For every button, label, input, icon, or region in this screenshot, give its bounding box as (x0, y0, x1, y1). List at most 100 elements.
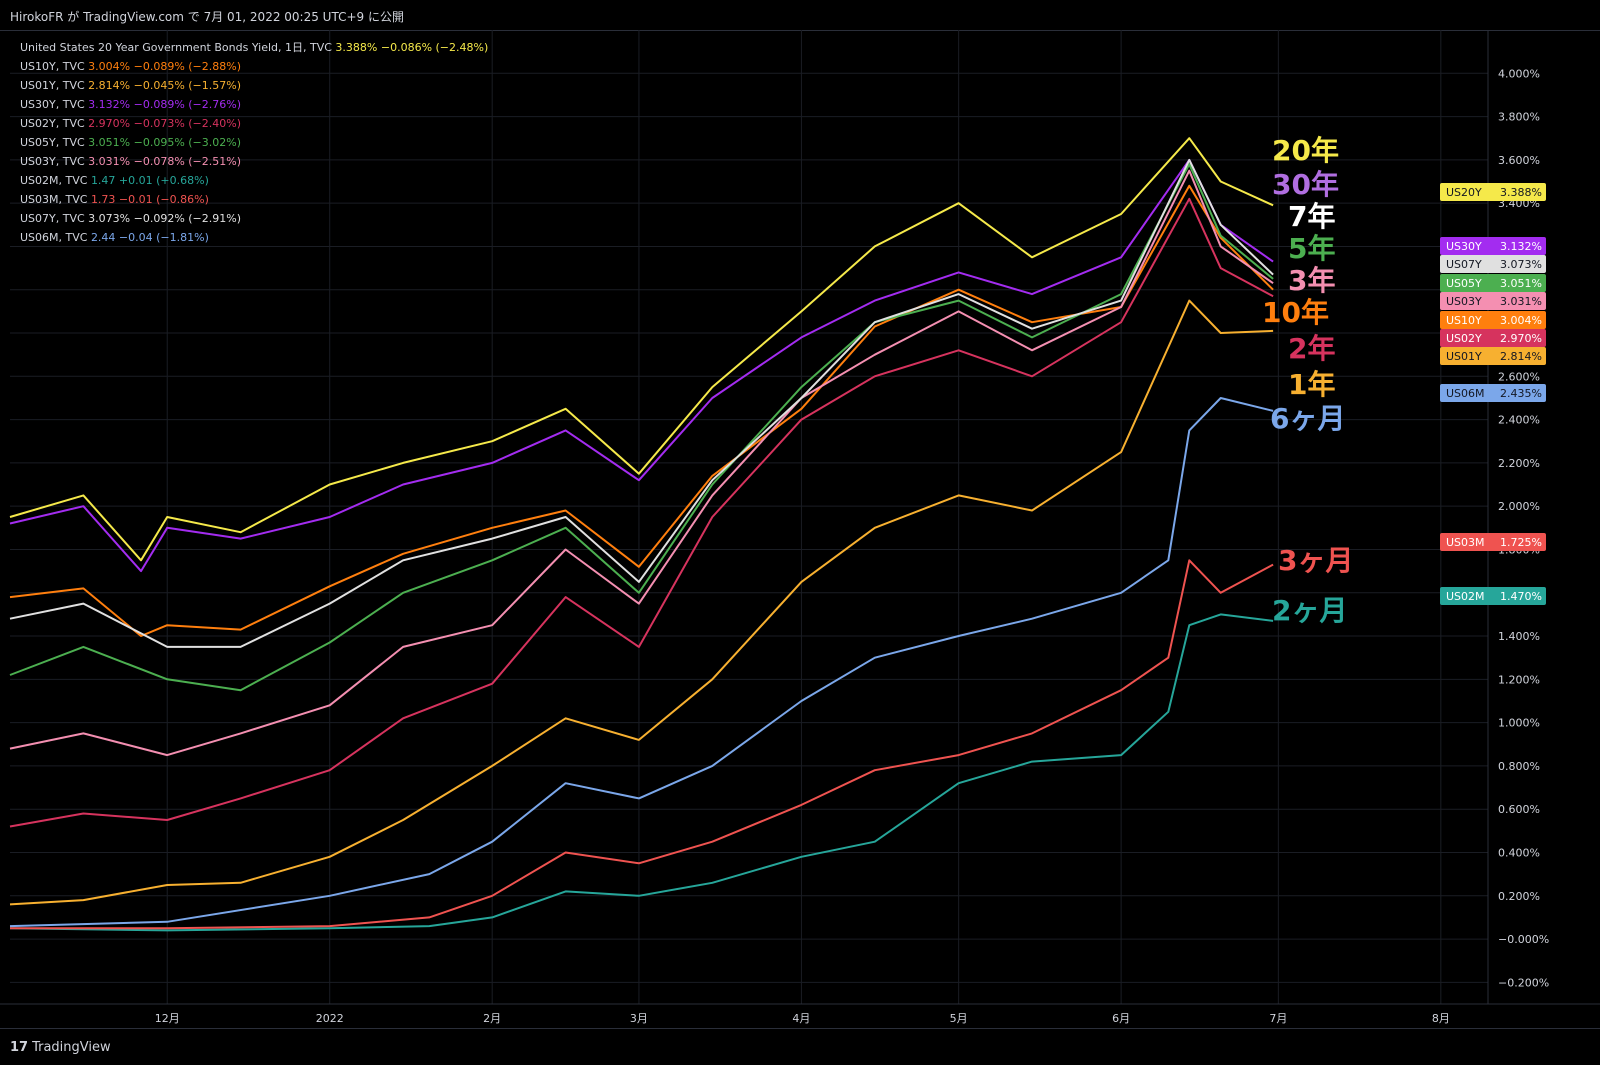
price-tag-symbol: US06M (1446, 387, 1485, 400)
annotation-us20y: 20年 (1272, 134, 1339, 167)
x-tick-label: 2022 (316, 1012, 344, 1025)
annotation-us02m: 2ヶ月 (1272, 594, 1347, 627)
series-line-us06m (9, 397, 1274, 928)
legend-row-us02y[interactable]: US02Y, TVC 2.970% −0.073% (−2.40%) (20, 114, 488, 133)
legend-row-us10y[interactable]: US10Y, TVC 3.004% −0.089% (−2.88%) (20, 57, 488, 76)
price-tag-value: 2.814% (1500, 350, 1542, 363)
legend-row-us03y[interactable]: US03Y, TVC 3.031% −0.078% (−2.51%) (20, 152, 488, 171)
x-tick-label: 5月 (950, 1012, 968, 1025)
series-line-us01y (9, 299, 1274, 906)
tradingview-logo[interactable]: 17 TradingView (10, 1040, 111, 1055)
series-legend: United States 20 Year Government Bonds Y… (20, 38, 488, 247)
legend-values: 1.47 +0.01 (+0.68%) (90, 174, 209, 187)
y-tick-label: 4.000% (1498, 67, 1540, 80)
y-tick-label: −0.200% (1498, 976, 1549, 989)
legend-row-us06m[interactable]: US06M, TVC 2.44 −0.04 (−1.81%) (20, 228, 488, 247)
y-tick-label: 0.600% (1498, 803, 1540, 816)
price-tag-symbol: US01Y (1446, 350, 1482, 363)
legend-symbol: US05Y, TVC (20, 136, 89, 149)
series-line-us03m (10, 559, 1274, 930)
legend-symbol: US30Y, TVC (20, 98, 89, 111)
legend-values: 3.073% −0.092% (−2.91%) (88, 212, 242, 225)
x-tick-label: 7月 (1269, 1012, 1287, 1025)
price-tag-us20y (1440, 183, 1546, 201)
legend-symbol: US07Y, TVC (20, 212, 89, 225)
legend-row-us02m[interactable]: US02M, TVC 1.47 +0.01 (+0.68%) (20, 171, 488, 190)
series-line-us20y (9, 137, 1274, 562)
x-tick-label: 2月 (483, 1012, 501, 1025)
y-tick-label: 2.200% (1498, 457, 1540, 470)
y-tick-label: 1.400% (1498, 630, 1540, 643)
legend-symbol: United States 20 Year Government Bonds Y… (20, 41, 336, 54)
series-line-us05y (9, 163, 1274, 692)
legend-symbol: US01Y, TVC (20, 79, 89, 92)
legend-symbol: US03M, TVC (20, 193, 91, 206)
price-tag-symbol: US02M (1446, 590, 1485, 603)
publisher-bar: HirokoFR が TradingView.com で 7月 01, 2022… (0, 0, 1600, 31)
price-tag-us06m (1440, 384, 1546, 402)
price-tag-us10y (1440, 311, 1546, 329)
legend-symbol: US10Y, TVC (20, 60, 89, 73)
price-tag-symbol: US02Y (1446, 332, 1482, 345)
footer-bar: 17 TradingView (0, 1028, 1600, 1065)
annotation-us06m: 6ヶ月 (1270, 402, 1345, 435)
series-line-us10y (9, 184, 1274, 637)
x-tick-label: 6月 (1112, 1012, 1130, 1025)
legend-row-us30y[interactable]: US30Y, TVC 3.132% −0.089% (−2.76%) (20, 95, 488, 114)
price-tag-symbol: US07Y (1446, 258, 1482, 271)
legend-row-us03m[interactable]: US03M, TVC 1.73 −0.01 (−0.86%) (20, 190, 488, 209)
y-tick-label: 0.800% (1498, 760, 1540, 773)
series-line-us30y (9, 158, 1274, 573)
legend-values: 1.73 −0.01 (−0.86%) (90, 193, 209, 206)
price-tag-us07y (1440, 255, 1546, 273)
legend-symbol: US03Y, TVC (20, 155, 89, 168)
annotation-us07y: 7年 (1288, 200, 1335, 233)
series-line-us03y (9, 169, 1274, 757)
price-tag-value: 3.051% (1500, 277, 1542, 290)
y-tick-label: 0.400% (1498, 846, 1540, 859)
x-tick-label: 3月 (630, 1012, 648, 1025)
legend-symbol: US02Y, TVC (20, 117, 89, 130)
price-tag-value: 3.388% (1500, 186, 1542, 199)
price-tag-value: 1.470% (1500, 590, 1542, 603)
annotation-us10y: 10年 (1262, 296, 1329, 329)
price-tag-value: 3.031% (1500, 295, 1542, 308)
annotation-us30y: 30年 (1272, 168, 1339, 201)
legend-values: 2.44 −0.04 (−1.81%) (90, 231, 209, 244)
price-tag-value: 2.970% (1500, 332, 1542, 345)
y-tick-label: 2.600% (1498, 370, 1540, 383)
price-tag-us05y (1440, 274, 1546, 292)
price-tag-value: 3.004% (1500, 314, 1542, 327)
y-tick-label: 3.600% (1498, 154, 1540, 167)
y-tick-label: 3.800% (1498, 111, 1540, 124)
legend-values: 2.814% −0.045% (−1.57%) (88, 79, 242, 92)
series-line-us02m (9, 613, 1274, 932)
legend-row-us20y[interactable]: United States 20 Year Government Bonds Y… (20, 38, 488, 57)
legend-values: 3.132% −0.089% (−2.76%) (88, 98, 242, 111)
y-tick-label: 2.000% (1498, 500, 1540, 513)
annotation-us02y: 2年 (1288, 332, 1335, 365)
series-line-us02y (9, 197, 1274, 828)
annotation-us03y: 3年 (1288, 264, 1335, 297)
series-line-us07y (9, 158, 1274, 648)
y-tick-label: −0.000% (1498, 933, 1549, 946)
annotation-us01y: 1年 (1288, 368, 1335, 401)
legend-row-us01y[interactable]: US01Y, TVC 2.814% −0.045% (−1.57%) (20, 76, 488, 95)
price-tag-value: 1.725% (1500, 536, 1542, 549)
legend-values: 3.031% −0.078% (−2.51%) (88, 155, 242, 168)
legend-symbol: US06M, TVC (20, 231, 91, 244)
legend-row-us05y[interactable]: US05Y, TVC 3.051% −0.095% (−3.02%) (20, 133, 488, 152)
x-tick-label: 4月 (792, 1012, 810, 1025)
legend-values: 2.970% −0.073% (−2.40%) (88, 117, 242, 130)
legend-values: 3.051% −0.095% (−3.02%) (88, 136, 242, 149)
price-tag-symbol: US03Y (1446, 295, 1482, 308)
price-tag-value: 3.132% (1500, 240, 1542, 253)
price-tag-us03y (1440, 292, 1546, 310)
price-tag-symbol: US05Y (1446, 277, 1482, 290)
price-tag-symbol: US30Y (1446, 240, 1482, 253)
price-tag-symbol: US03M (1446, 536, 1485, 549)
y-tick-label: 2.400% (1498, 414, 1540, 427)
price-tag-us30y (1440, 237, 1546, 255)
legend-row-us07y[interactable]: US07Y, TVC 3.073% −0.092% (−2.91%) (20, 209, 488, 228)
